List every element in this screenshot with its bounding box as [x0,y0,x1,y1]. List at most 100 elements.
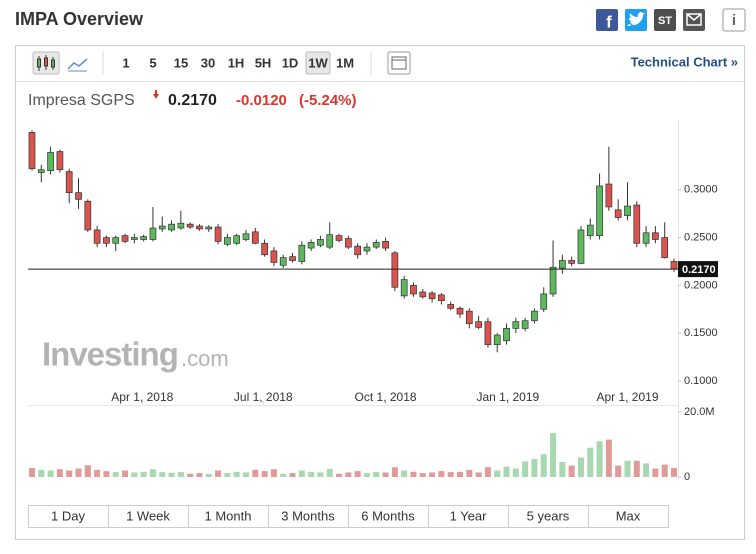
stocktwits-icon[interactable] [654,9,676,31]
candle-body [270,250,278,263]
range-label[interactable]: 6 Months [361,508,415,523]
mail-glyph [686,13,702,26]
volume-bar [336,473,343,477]
candle-body [196,225,203,230]
volume-bar [568,465,575,477]
panel [15,45,745,540]
instrument-name: Impresa SGPS [28,92,135,109]
volume-bar [494,470,501,477]
volume-bar [447,472,454,477]
share-icons: f ST i [596,8,746,32]
interval-active[interactable] [305,51,331,75]
interval-button[interactable]: 30 [201,55,215,70]
last-price: 0.2170 [168,92,217,109]
interval-button[interactable]: 1M [336,55,354,70]
range-label[interactable]: 3 Months [281,508,335,523]
table-icon [391,56,407,70]
technical-chart-link[interactable]: Technical Chart » [631,54,738,69]
range-button[interactable] [588,505,669,528]
range-label[interactable]: 1 Day [51,508,85,523]
volume-tick-label: 0 [684,471,690,483]
candle-body [307,241,315,249]
volume-bar [28,467,35,477]
candle-body [317,239,324,246]
range-label[interactable]: 1 Year [450,508,488,523]
volume-bar [457,471,464,477]
toolbar [16,46,744,81]
candle-body [372,241,380,248]
volume-bar [38,469,45,477]
candle-body [624,205,631,216]
volume-bar [289,473,296,477]
candle-body [391,252,399,288]
candle-body [28,132,36,170]
watermark-brand: Investing [42,336,178,373]
candle-body [298,244,306,262]
interval-button[interactable]: 15 [174,55,188,70]
volume-bar [94,469,101,477]
volume-bar [419,473,426,477]
y-tick-label: 0.2500 [684,231,718,243]
volume-bar [429,472,436,477]
y-tick-label: 0.3000 [684,184,718,196]
volume-bar [345,472,352,477]
line-icon [67,58,88,70]
range-label[interactable]: Max [616,508,641,523]
candle-body [56,151,64,171]
candle-body [37,169,45,173]
candle-body [177,222,185,229]
range-label[interactable]: 5 years [527,508,570,523]
candle-body [47,152,54,172]
x-tick-label: Jul 1, 2018 [234,390,293,404]
candle-body [642,232,650,244]
volume-bar [550,433,557,477]
volume-bar [401,470,408,477]
volume-bar [531,459,538,477]
volume-bar [410,471,417,477]
interval-button[interactable]: 1W [308,55,328,70]
candle-body [586,224,594,236]
volume-bar [56,469,63,477]
volume-bar [215,470,222,477]
info-icon[interactable] [722,8,746,32]
interval-button[interactable]: 1D [282,55,299,70]
interval-button[interactable]: 5H [255,55,272,70]
last-price-tag-label: 0.2170 [682,264,716,276]
candle-body [382,241,389,249]
candle-body [363,246,371,252]
down-arrow [153,94,159,99]
line-type-button[interactable] [64,52,90,74]
candle-body [540,293,548,310]
volume-bar [577,457,584,477]
range-label[interactable]: 1 Week [126,508,170,523]
stocktwits-glyph: ST [658,15,672,27]
volume-bar [84,465,91,477]
candle-body [493,334,501,345]
interval-button[interactable]: 1H [228,55,245,70]
candle-body [419,291,427,298]
table-button[interactable] [387,51,411,75]
interval-button[interactable]: 1 [122,55,129,70]
candle-body [130,237,138,240]
candle-body [84,200,92,231]
candle-body [568,260,576,264]
range-bar: 1 Day 1 Week 1 Month 3 Months 6 Months 1 Year… [28,505,669,528]
candle-body [224,237,231,245]
range-label[interactable]: 1 Month [205,508,252,523]
volume-bar [122,470,129,477]
facebook-icon[interactable] [596,9,618,31]
candle-body [438,294,445,301]
volume-bar [466,469,473,477]
interval-button[interactable]: 5 [149,55,156,70]
volume-bar [75,468,82,477]
candle-body [549,266,557,295]
volume-tick-label: 20.0M [684,406,715,418]
volume-bar [438,471,445,477]
candle-body [652,232,659,240]
candle-body [75,192,82,200]
volume-bar [270,469,277,477]
volume-bar [391,467,398,477]
volume-bar [242,472,249,477]
